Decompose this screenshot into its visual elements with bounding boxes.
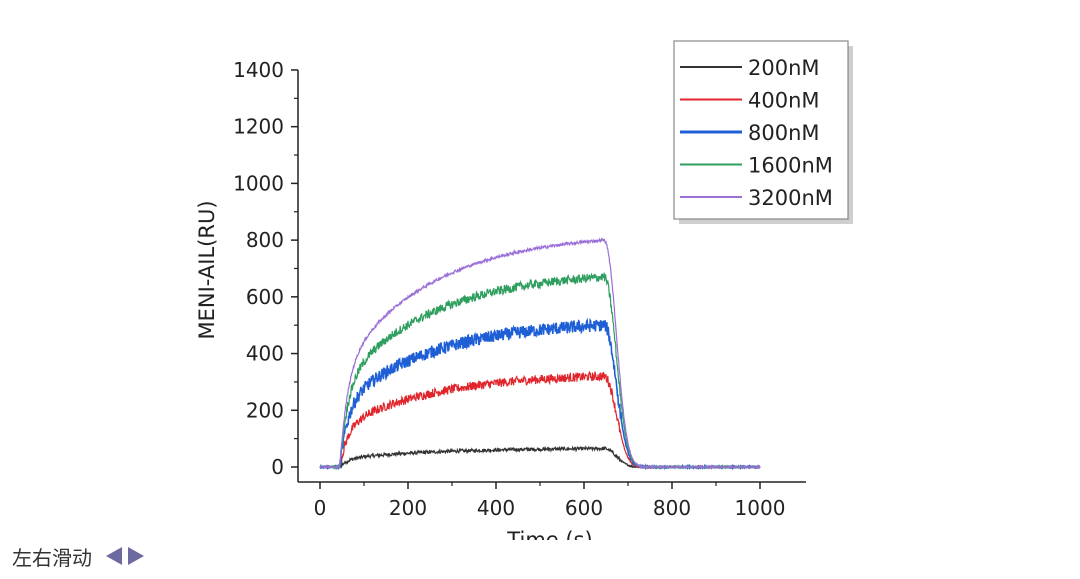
y-tick-label: 200 xyxy=(246,398,284,422)
swipe-hint-text: 左右滑动 xyxy=(12,545,92,570)
legend-label: 800nM xyxy=(748,121,820,145)
x-axis-title: Time (s) xyxy=(506,528,592,540)
y-tick-label: 400 xyxy=(246,342,284,366)
swipe-arrows xyxy=(106,547,144,565)
ticks: 0 200 400 600 800 1000 1200 1400 0 200 400 600 800 10… xyxy=(233,58,785,520)
y-tick-label: 0 xyxy=(271,455,284,479)
axes xyxy=(297,70,806,483)
swipe-hint: 左右滑动 xyxy=(12,541,144,571)
spr-sensorgram-chart: 0 200 400 600 800 1000 1200 1400 0 200 400 600 800 10… xyxy=(195,40,853,540)
legend-label: 1600nM xyxy=(748,154,833,178)
legend-label: 3200nM xyxy=(748,186,833,210)
x-tick-label: 0 xyxy=(314,496,327,520)
series-line-3200nM xyxy=(319,237,761,471)
x-tick-label: 200 xyxy=(389,496,427,520)
triangle-left-icon[interactable] xyxy=(106,547,122,565)
triangle-right-icon[interactable] xyxy=(128,547,144,565)
x-tick-label: 600 xyxy=(565,496,603,520)
legend-label: 400nM xyxy=(748,89,820,113)
series-line-200nM xyxy=(319,444,761,470)
legend: 200nM 400nM 800nM 1600nM 3200nM xyxy=(673,40,853,224)
y-tick-label: 600 xyxy=(246,285,284,309)
y-tick-label: 1200 xyxy=(233,115,284,139)
y-tick-label: 800 xyxy=(246,228,284,252)
y-tick-label: 1000 xyxy=(233,171,284,195)
x-tick-label: 800 xyxy=(653,496,691,520)
x-tick-label: 400 xyxy=(477,496,515,520)
series-layer xyxy=(319,237,761,471)
legend-label: 200nM xyxy=(748,56,820,80)
y-tick-label: 1400 xyxy=(233,58,284,82)
legend-box xyxy=(673,40,849,220)
y-axis-title: MENI-AIL(RU) xyxy=(195,200,219,339)
x-tick-label: 1000 xyxy=(735,496,786,520)
